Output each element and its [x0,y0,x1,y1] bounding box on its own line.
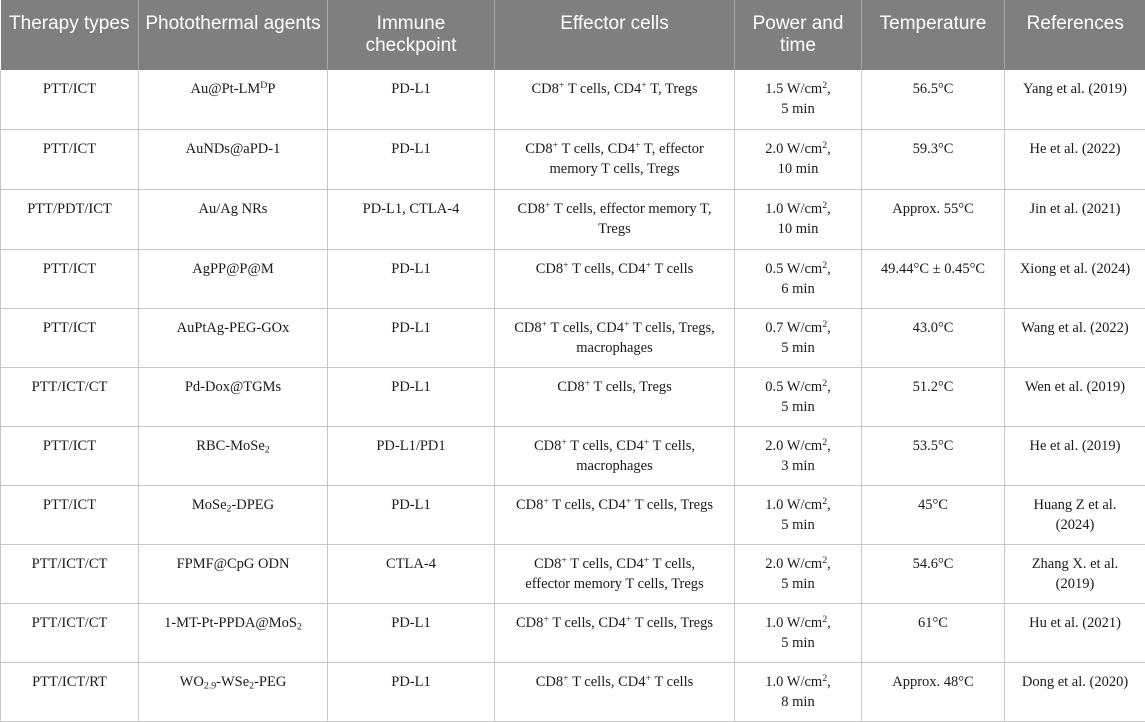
cell-temperature: 61°C [861,603,1005,663]
cell-temperature: 49.44°C ± 0.45°C [861,249,1005,309]
cell-reference: Huang Z et al. (2024) [1004,485,1145,545]
cell-temperature: 56.5°C [861,70,1005,130]
cell-effector-cells: CD8+ T cells, CD4+ T, effector memory T c… [494,129,735,190]
header-row: Therapy types Photothermal agents Immune c… [0,0,1145,70]
column-header-effector-cells: Effector cells [494,0,735,70]
cell-effector-cells: CD8+ T cells, effector memory T, Tregs [494,189,735,250]
table-row: PTT/ICT Au@Pt-LMDP PD-L1 CD8+ T cells, CD4+… [0,70,1145,130]
cell-power-and-time: 1.0 W/cm2, 8 min [734,662,862,722]
cell-power-and-time: 2.0 W/cm2, 5 min [734,544,862,604]
cell-therapy-type: PTT/PDT/ICT [0,189,139,250]
cell-photothermal-agent: AuNDs@aPD-1 [138,129,328,190]
cell-effector-cells: CD8+ T cells, CD4+ T cells, Tregs [494,485,735,545]
cell-power-and-time: 0.5 W/cm2, 6 min [734,249,862,309]
cell-photothermal-agent: RBC-MoSe2 [138,426,328,486]
cell-immune-checkpoint: PD-L1 [327,603,495,663]
table-row: PTT/ICT AuPtAg-PEG-GOx PD-L1 CD8+ T cells, … [0,308,1145,368]
cell-reference: Zhang X. et al. (2019) [1004,544,1145,604]
cell-temperature: Approx. 48°C [861,662,1005,722]
cell-effector-cells: CD8+ T cells, CD4+ T cells [494,249,735,309]
cell-reference: Yang et al. (2019) [1004,70,1145,130]
cell-temperature: 51.2°C [861,367,1005,427]
cell-photothermal-agent: WO2.9-WSe2-PEG [138,662,328,722]
column-header-power-and-time: Power and time [734,0,862,70]
cell-photothermal-agent: 1-MT-Pt-PPDA@MoS2 [138,603,328,663]
cell-immune-checkpoint: PD-L1/PD1 [327,426,495,486]
cell-immune-checkpoint: PD-L1 [327,367,495,427]
cell-power-and-time: 1.0 W/cm2, 5 min [734,603,862,663]
cell-effector-cells: CD8+ T cells, CD4+ T cells, effector memo… [494,544,735,604]
column-header-therapy-type: Therapy types [0,0,139,70]
cell-power-and-time: 0.5 W/cm2, 5 min [734,367,862,427]
cell-effector-cells: CD8+ T cells, Tregs [494,367,735,427]
cell-power-and-time: 2.0 W/cm2, 10 min [734,129,862,190]
cell-immune-checkpoint: PD-L1 [327,249,495,309]
cell-photothermal-agent: Pd-Dox@TGMs [138,367,328,427]
cell-temperature: 43.0°C [861,308,1005,368]
table-row: PTT/ICT/CT 1-MT-Pt-PPDA@MoS2 PD-L1 CD8+ T c… [0,603,1145,663]
cell-reference: Dong et al. (2020) [1004,662,1145,722]
column-header-immune-checkpoint: Immune checkpoint [327,0,495,70]
table-row: PTT/ICT/CT Pd-Dox@TGMs PD-L1 CD8+ T cells, … [0,367,1145,427]
cell-therapy-type: PTT/ICT [0,308,139,368]
table-row: PTT/PDT/ICT Au/Ag NRs PD-L1, CTLA-4 CD8+ T … [0,189,1145,250]
cell-temperature: 45°C [861,485,1005,545]
cell-reference: Hu et al. (2021) [1004,603,1145,663]
cell-therapy-type: PTT/ICT/RT [0,662,139,722]
cell-therapy-type: PTT/ICT/CT [0,367,139,427]
cell-power-and-time: 0.7 W/cm2, 5 min [734,308,862,368]
cell-power-and-time: 1.0 W/cm2, 5 min [734,485,862,545]
cell-photothermal-agent: Au/Ag NRs [138,189,328,250]
cell-photothermal-agent: Au@Pt-LMDP [138,70,328,130]
column-header-temperature: Temperature [861,0,1005,70]
cell-immune-checkpoint: PD-L1 [327,485,495,545]
cell-effector-cells: CD8+ T cells, CD4+ T cells, Tregs [494,603,735,663]
cell-immune-checkpoint: PD-L1, CTLA-4 [327,189,495,250]
cell-immune-checkpoint: PD-L1 [327,70,495,130]
cell-therapy-type: PTT/ICT [0,70,139,130]
cell-photothermal-agent: MoSe2-DPEG [138,485,328,545]
cell-temperature: 53.5°C [861,426,1005,486]
cell-photothermal-agent: AuPtAg-PEG-GOx [138,308,328,368]
cell-photothermal-agent: AgPP@P@M [138,249,328,309]
cell-effector-cells: CD8+ T cells, CD4+ T cells, macrophages [494,426,735,486]
cell-photothermal-agent: FPMF@CpG ODN [138,544,328,604]
cell-therapy-type: PTT/ICT/CT [0,544,139,604]
cell-temperature: Approx. 55°C [861,189,1005,250]
table-row: PTT/ICT AgPP@P@M PD-L1 CD8+ T cells, CD4+ T… [0,249,1145,309]
cell-power-and-time: 2.0 W/cm2, 3 min [734,426,862,486]
cell-temperature: 59.3°C [861,129,1005,190]
cell-immune-checkpoint: PD-L1 [327,662,495,722]
table-row: PTT/ICT AuNDs@aPD-1 PD-L1 CD8+ T cells, CD4… [0,129,1145,190]
cell-therapy-type: PTT/ICT [0,249,139,309]
cell-effector-cells: CD8+ T cells, CD4+ T cells, Tregs, macrop… [494,308,735,368]
cell-reference: Wang et al. (2022) [1004,308,1145,368]
cell-temperature: 54.6°C [861,544,1005,604]
cell-effector-cells: CD8+ T cells, CD4+ T, Tregs [494,70,735,130]
cell-effector-cells: CD8+ T cells, CD4+ T cells [494,662,735,722]
cell-reference: Xiong et al. (2024) [1004,249,1145,309]
cell-therapy-type: PTT/ICT [0,485,139,545]
cell-reference: Jin et al. (2021) [1004,189,1145,250]
cell-therapy-type: PTT/ICT [0,129,139,190]
cell-reference: Wen et al. (2019) [1004,367,1145,427]
table-row: PTT/ICT/RT WO2.9-WSe2-PEG PD-L1 CD8+ T cell… [0,662,1145,722]
cell-power-and-time: 1.5 W/cm2, 5 min [734,70,862,130]
column-header-reference: References [1004,0,1145,70]
cell-therapy-type: PTT/ICT/CT [0,603,139,663]
table-row: PTT/ICT RBC-MoSe2 PD-L1/PD1 CD8+ T cells, C… [0,426,1145,486]
cell-reference: He et al. (2019) [1004,426,1145,486]
cell-reference: He et al. (2022) [1004,129,1145,190]
cell-immune-checkpoint: PD-L1 [327,308,495,368]
cell-power-and-time: 1.0 W/cm2, 10 min [734,189,862,250]
cell-therapy-type: PTT/ICT [0,426,139,486]
column-header-photothermal-agent: Photothermal agents [138,0,328,70]
table-row: PTT/ICT/CT FPMF@CpG ODN CTLA-4 CD8+ T cells… [0,544,1145,604]
cell-immune-checkpoint: PD-L1 [327,129,495,190]
cell-immune-checkpoint: CTLA-4 [327,544,495,604]
table-row: PTT/ICT MoSe2-DPEG PD-L1 CD8+ T cells, CD4+… [0,485,1145,545]
